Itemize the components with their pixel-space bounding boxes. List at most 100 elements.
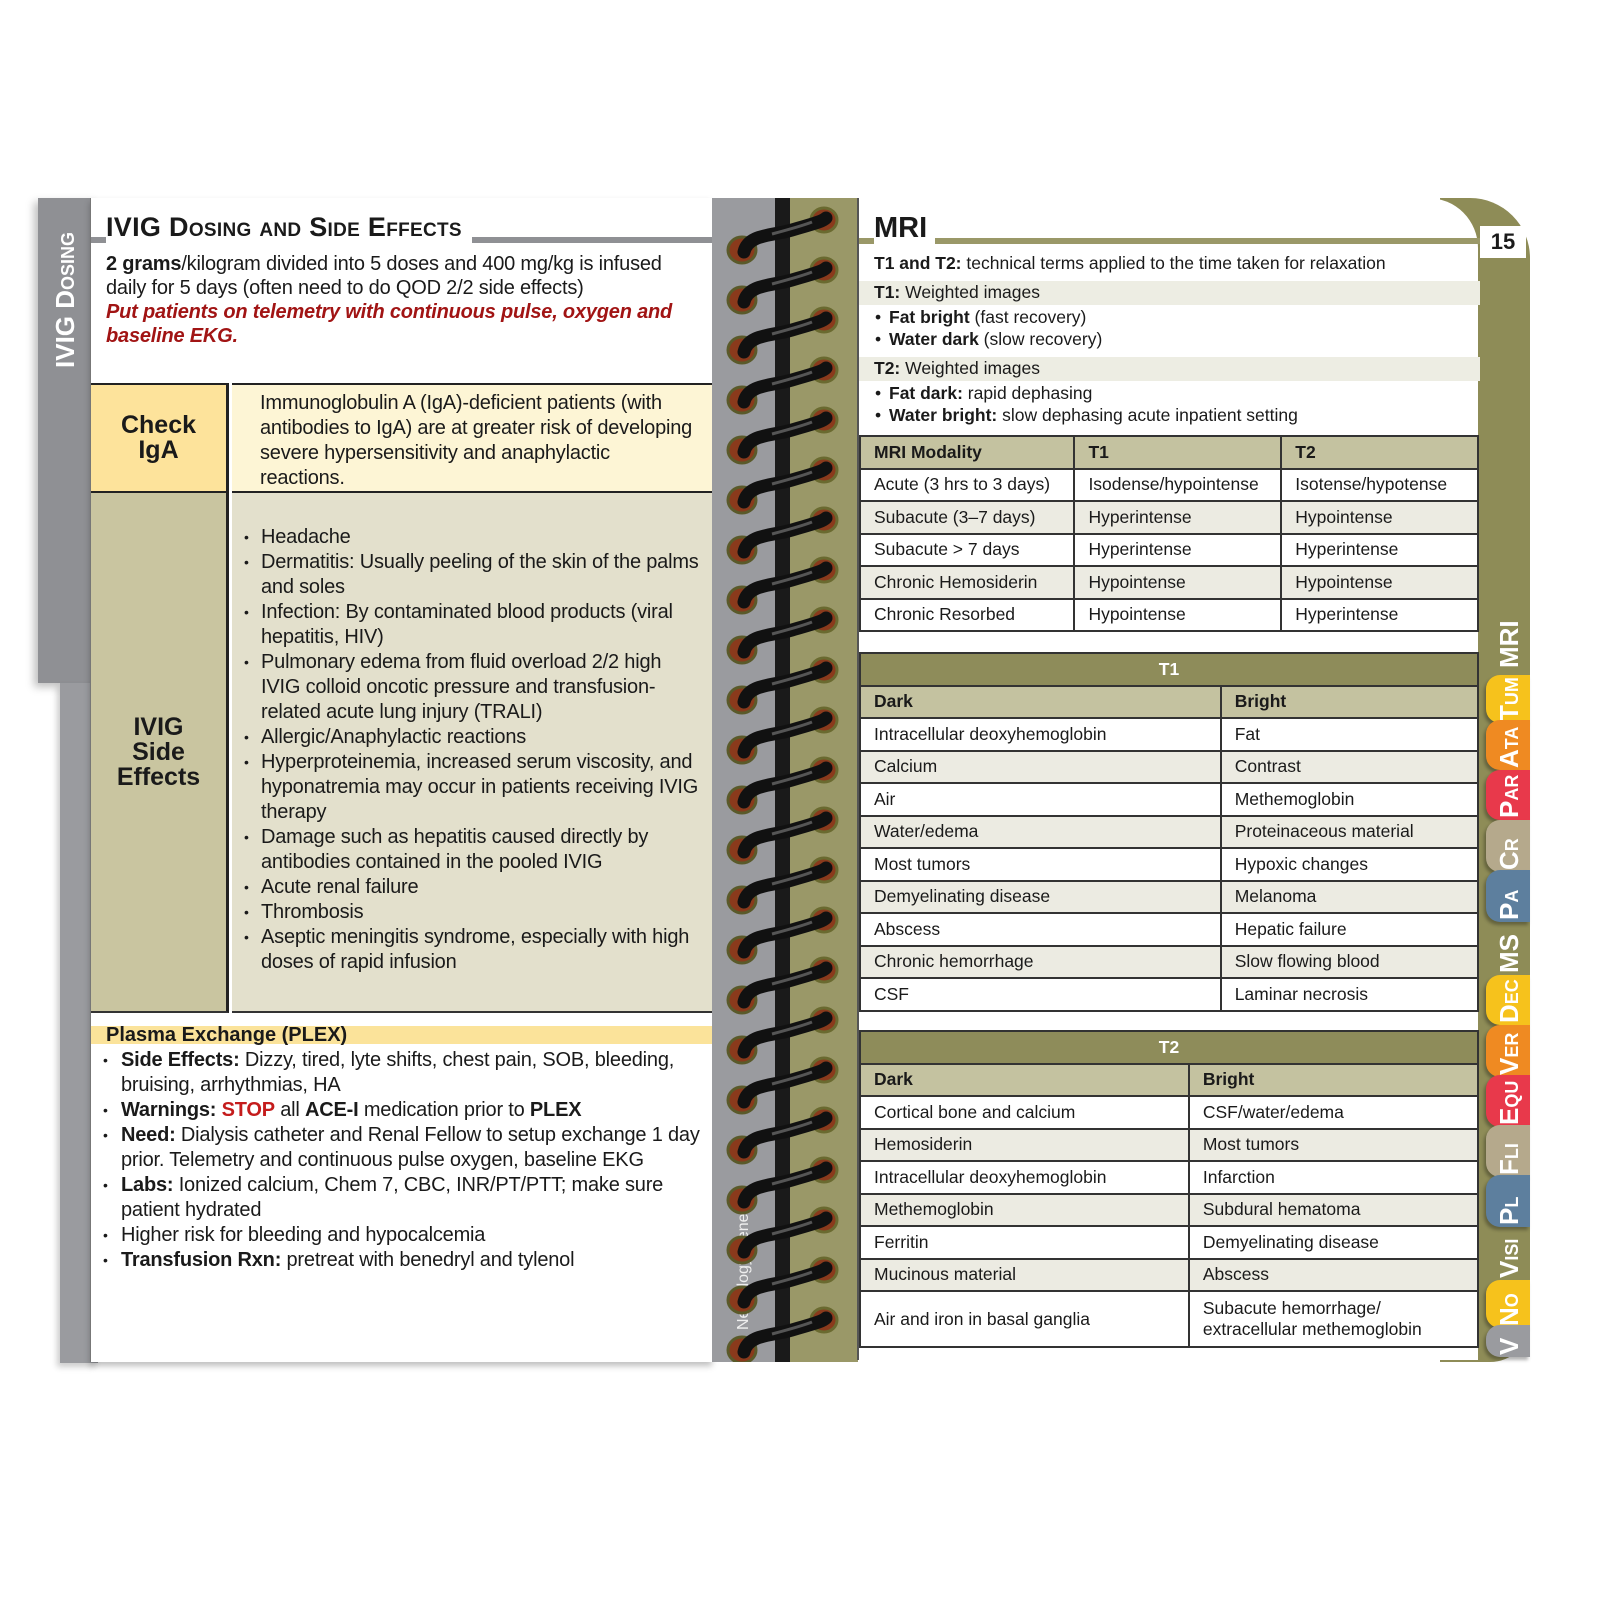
table-cell: Isotense/hypotense <box>1280 467 1479 502</box>
tab-ver[interactable]: Ver <box>1486 1025 1530 1077</box>
t2-table: T2 Dark Bright Cortical bone and calcium CSF… <box>859 1030 1480 1348</box>
coil <box>726 1256 839 1315</box>
table-cell: Hyperintense <box>1280 532 1479 567</box>
coil <box>726 1306 839 1362</box>
plex-item-text: ACE-I <box>305 1099 359 1121</box>
table-cell: Hyperintense <box>1073 532 1283 567</box>
mri-intro-line: T2: Weighted images <box>859 357 1480 381</box>
table-cell: Fat <box>1219 717 1480 752</box>
coil <box>726 206 839 265</box>
tab-cr[interactable]: Cr <box>1486 820 1530 872</box>
line-label: Fat dark: <box>889 383 963 403</box>
line-text: rapid dephasing <box>962 383 1093 403</box>
table-cell: Most tumors <box>1187 1127 1480 1162</box>
plex-item-text: PLEX <box>529 1099 582 1121</box>
coil <box>726 806 839 865</box>
table-cell: Hypointense <box>1073 597 1283 632</box>
coil <box>726 506 839 565</box>
plex-item-text: Ionized calcium, Chem 7, CBC, INR/PT/PTT… <box>121 1174 664 1221</box>
table-cell: Intracellular deoxyhemoglobin <box>859 717 1222 752</box>
tab-label: Tum <box>1494 677 1524 721</box>
table-row: Most tumors Hypoxic changes <box>859 847 1480 882</box>
table-row: Acute (3 hrs to 3 days) Isodense/hypointe… <box>858 467 1479 502</box>
coil <box>726 906 839 965</box>
tab-ms[interactable]: MS <box>1486 920 1530 975</box>
tab-label: Pl <box>1494 1196 1524 1225</box>
coil <box>726 1106 839 1165</box>
plex-item-text: Warnings: <box>121 1099 222 1121</box>
line-label: T1 and T2: <box>874 253 962 273</box>
title-rule <box>859 238 1480 244</box>
coil <box>726 956 839 1015</box>
tab-label: Visi <box>1494 1238 1524 1278</box>
coil <box>726 306 839 365</box>
side-effect-item: Allergic/Anaphylactic reactions <box>244 725 703 750</box>
line-label: Fat bright <box>889 307 970 327</box>
tab-mri[interactable]: MRI <box>1486 600 1530 670</box>
line-text: technical terms applied to the time take… <box>961 253 1386 273</box>
line-text: Weighted images <box>900 358 1041 378</box>
tab-pa[interactable]: Pa <box>1486 870 1530 922</box>
plex-item: Side Effects: Dizzy, tired, lyte shifts,… <box>103 1048 703 1098</box>
dosing-intro: 2 grams/kilogram divided into 5 doses an… <box>106 252 706 348</box>
column-header: MRI Modality <box>858 435 1076 470</box>
side-effects-list: HeadacheDermatitis: Usually peeling of t… <box>244 525 703 975</box>
mri-intro-line: T1 and T2: technical terms applied to th… <box>859 252 1480 278</box>
table-title-row: T1 <box>859 652 1479 687</box>
side-effect-item: Acute renal failure <box>244 875 703 900</box>
tab-no[interactable]: No <box>1486 1280 1530 1328</box>
line-label: Water dark <box>889 329 979 349</box>
table-row: Cortical bone and calcium CSF/water/edema <box>859 1095 1480 1130</box>
side-effect-item: Infection: By contaminated blood product… <box>244 600 703 650</box>
coil <box>726 1156 839 1215</box>
tab-ata[interactable]: Ata <box>1486 720 1530 770</box>
coil <box>726 406 839 465</box>
plex-item-text: Dialysis catheter and Renal Fellow to se… <box>121 1124 700 1171</box>
table-cell: Subacute > 7 days <box>858 532 1076 567</box>
table-row: Methemoglobin Subdural hematoma <box>859 1192 1480 1227</box>
side-effect-item: Headache <box>244 525 703 550</box>
table-row: Air and iron in basal ganglia Subacute he… <box>859 1290 1480 1348</box>
table-cell: Infarction <box>1187 1160 1480 1195</box>
coil <box>726 1006 839 1065</box>
tab-pl[interactable]: Pl <box>1486 1175 1530 1227</box>
intro-bold: 2 grams <box>106 253 182 275</box>
table-row: Chronic Resorbed Hypointense Hyperintense <box>858 597 1479 632</box>
tab-par[interactable]: Par <box>1486 770 1530 820</box>
tab-label: Fli <box>1494 1143 1524 1175</box>
tab-label: MRI <box>1494 620 1524 668</box>
tab-tum[interactable]: Tum <box>1486 675 1530 723</box>
table-cell: Hepatic failure <box>1219 912 1480 947</box>
table-row: Mucinous material Abscess <box>859 1257 1480 1292</box>
tab-label: Pa <box>1494 889 1524 920</box>
table-cell: Most tumors <box>859 847 1222 882</box>
telemetry-warning: Put patients on telemetry with continuou… <box>106 301 673 347</box>
tab-v[interactable]: V <box>1486 1325 1530 1357</box>
tab-equ[interactable]: Equ <box>1486 1075 1530 1127</box>
mri-intro-line: Fat bright (fast recovery) <box>859 306 1480 328</box>
plex-title: Plasma Exchange (PLEX) <box>106 1024 348 1046</box>
check-iga-label: Check IgA <box>91 383 229 493</box>
tab-visi[interactable]: Visi <box>1486 1225 1530 1280</box>
coil <box>726 856 839 915</box>
table-cell: Hyperintense <box>1280 597 1479 632</box>
table-row: Water/edema Proteinaceous material <box>859 814 1480 849</box>
tab-label: Equ <box>1494 1080 1524 1125</box>
table-cell: Abscess <box>1187 1257 1480 1292</box>
tab-fli[interactable]: Fli <box>1486 1125 1530 1177</box>
tab-dec[interactable]: Dec <box>1486 975 1530 1025</box>
plex-item: Transfusion Rxn: pretreat with benedryl … <box>103 1248 703 1273</box>
plex-item-text: medication prior to <box>358 1099 530 1121</box>
table-cell: Mucinous material <box>859 1257 1190 1292</box>
table-title: T1 <box>859 652 1479 687</box>
plex-item-text: all <box>274 1099 306 1121</box>
table-cell: Calcium <box>859 749 1222 784</box>
tab-label: V <box>1494 1337 1524 1355</box>
table-cell: Chronic hemorrhage <box>859 944 1222 979</box>
table-cell: CSF/water/edema <box>1187 1095 1480 1130</box>
coil <box>726 706 839 765</box>
side-effect-item: Dermatitis: Usually peeling of the skin … <box>244 550 703 600</box>
table-cell: Proteinaceous material <box>1219 814 1480 849</box>
table-row: Chronic Hemosiderin Hypointense Hypointens… <box>858 565 1479 600</box>
table-header-row: MRI Modality T1 T2 <box>858 435 1479 470</box>
